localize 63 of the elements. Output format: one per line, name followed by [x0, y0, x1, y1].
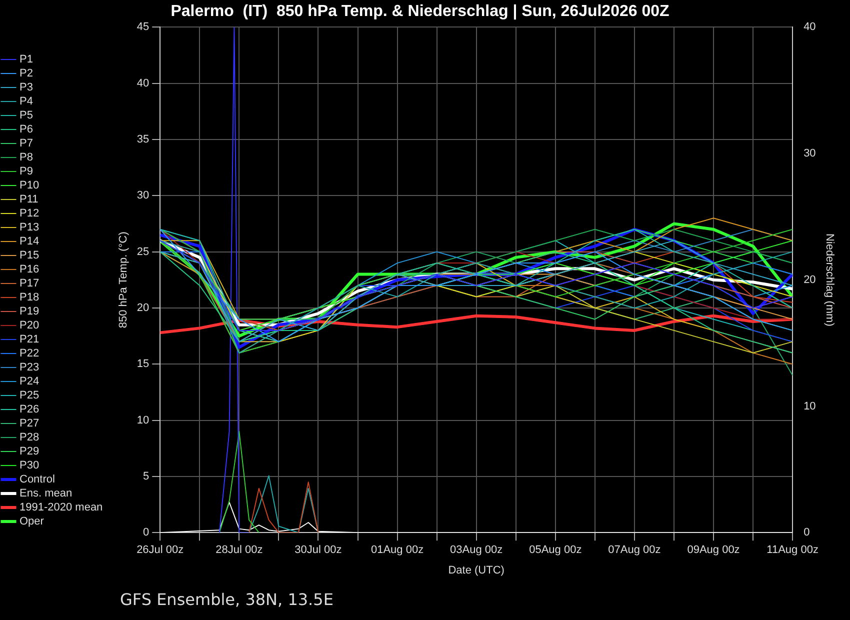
legend-label: P30 [20, 460, 40, 472]
y-tick-label: 40 [136, 77, 150, 90]
legend-label: P13 [20, 222, 40, 234]
y-tick-label: 35 [136, 134, 150, 146]
y-tick-label: 0 [142, 526, 150, 539]
y2-tick-label: 10 [804, 400, 816, 412]
y-tick-label: 25 [136, 246, 150, 258]
legend-label: P2 [20, 68, 33, 80]
y2-tick-label: 40 [804, 21, 816, 34]
x-tick-label: 03Aug 00z [450, 544, 503, 556]
legend-label: P11 [20, 194, 38, 206]
x-tick-label: 11Aug 00z [766, 544, 818, 556]
legend-label: P5 [20, 110, 33, 122]
x-tick-label: 26Jul 00z [136, 544, 184, 556]
y-tick-label: 15 [136, 358, 150, 370]
legend-label: P20 [20, 320, 40, 332]
y-tick-label: 20 [136, 302, 150, 314]
y2-tick-label: 0 [804, 526, 810, 539]
y-axis-title: 850 hPa Temp. (°C) [117, 232, 130, 328]
legend-label: P24 [20, 376, 40, 388]
legend-label: P14 [20, 236, 40, 248]
legend-label: Control [20, 474, 55, 486]
legend-label: P9 [20, 166, 33, 178]
x-tick-label: 30Jul 00z [294, 544, 342, 556]
legend-label: P8 [20, 152, 33, 164]
legend-label: Oper [20, 516, 44, 528]
legend-label: P6 [20, 124, 33, 136]
y-tick-label: 30 [136, 190, 150, 202]
x-tick-label: 09Aug 00z [687, 544, 740, 556]
text: GFS Ensemble, 38N, 13.5E [120, 590, 334, 609]
legend-label: P26 [20, 404, 40, 416]
legend-label: P16 [20, 264, 40, 276]
legend-label: P12 [20, 208, 40, 220]
y2-tick-label: 30 [804, 148, 816, 160]
x-axis-title: Date (UTC) [448, 564, 504, 576]
legend-label: P23 [20, 362, 40, 374]
legend-label: P28 [20, 432, 40, 444]
legend-label: P1 [20, 54, 33, 66]
y-tick-label: 10 [136, 414, 150, 426]
legend-label: P3 [20, 82, 33, 94]
y2-axis-title: Niederschlag (mm) [823, 233, 836, 326]
chart-title: Palermo (IT) 850 hPa Temp. & Niederschlag | Sun, 26Jul2026 00Z [170, 3, 670, 20]
legend-label: P17 [20, 278, 40, 290]
y-tick-label: 5 [142, 470, 150, 482]
legend-label: P18 [20, 292, 40, 304]
x-tick-label: 07Aug 00z [608, 544, 661, 556]
x-tick-label: 28Jul 00z [216, 544, 263, 556]
legend-label: P19 [20, 306, 40, 318]
legend-label: 1991-2020 mean [20, 502, 103, 514]
y-tick-label: 45 [136, 21, 150, 34]
legend-label: P25 [20, 390, 40, 402]
legend-label: P4 [20, 96, 33, 108]
legend-label: P27 [20, 418, 40, 430]
legend-label: P29 [20, 446, 40, 458]
x-tick-label: 05Aug 00z [529, 544, 582, 556]
legend-label: P21 [20, 334, 40, 346]
legend-label: Ens. mean [20, 488, 72, 500]
legend-label: P7 [20, 138, 33, 150]
legend-label: P22 [20, 348, 40, 360]
y2-tick-label: 20 [804, 274, 816, 286]
x-tick-label: 01Aug 00z [370, 544, 424, 556]
legend-label: P15 [20, 250, 40, 262]
legend-label: P10 [20, 180, 40, 192]
